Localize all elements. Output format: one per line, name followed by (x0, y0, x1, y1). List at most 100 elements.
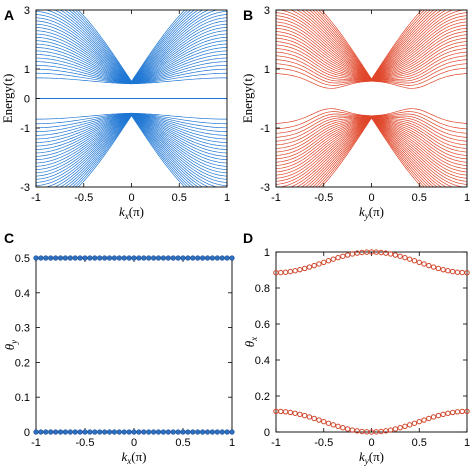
x-tick-label: 0.5 (412, 192, 427, 204)
x-tick-label: -0.5 (314, 192, 333, 204)
data-point (92, 429, 98, 435)
plot-frame (275, 251, 468, 433)
x-tick-label: 0 (368, 437, 374, 449)
data-point (195, 255, 201, 261)
panel-c: C -1 -0.5 0 0.5 1 kx(π) 0.5 0.4 0.3 0.2 0.1 0 θy (2, 230, 235, 466)
data-point (407, 256, 413, 262)
data-point (464, 270, 470, 276)
data-point (297, 411, 303, 418)
data-point (359, 428, 365, 435)
y-axis-label: θx (242, 337, 259, 347)
data-point (62, 429, 69, 435)
band-line (36, 113, 227, 140)
x-tick-label: 0.5 (175, 437, 190, 449)
data-point (445, 410, 451, 416)
data-point (440, 266, 446, 273)
data-point (209, 255, 215, 261)
y-tick-label: 0.4 (255, 355, 270, 367)
x-tick-label: 1 (229, 437, 235, 449)
data-point (33, 429, 39, 435)
band-line (276, 115, 467, 146)
data-point (151, 429, 157, 435)
panel-letter: D (243, 230, 253, 246)
data-point (440, 411, 446, 418)
band-line (276, 59, 467, 82)
data-point (430, 414, 437, 420)
band-line (36, 57, 227, 84)
data-point (449, 268, 456, 275)
data-point (82, 429, 88, 435)
data-point (392, 426, 399, 432)
y-tick-label: 0 (264, 427, 270, 439)
data-point (160, 255, 166, 261)
y-tick-label: 0.6 (255, 319, 270, 331)
data-point (204, 429, 211, 435)
data-point (106, 429, 113, 435)
data-point (316, 261, 322, 267)
data-point (155, 429, 162, 435)
data-point (38, 255, 44, 261)
data-point (136, 255, 142, 261)
plot-frame (35, 257, 233, 433)
x-tick-label: -1 (31, 437, 41, 449)
band-line (36, 113, 227, 161)
band-line (308, 117, 435, 187)
x-axis-label: ky(π) (359, 204, 384, 221)
x-tick-label: 0 (368, 192, 374, 204)
data-series (33, 255, 235, 261)
x-axis-label: ky(π) (359, 449, 384, 466)
data-point (92, 255, 98, 261)
data-point (321, 418, 327, 425)
data-point (200, 255, 206, 261)
x-tick-label: -0.5 (314, 437, 333, 449)
y-tick-label: 3 (264, 5, 270, 17)
data-point (214, 429, 220, 435)
data-point (195, 429, 201, 435)
data-point (311, 262, 317, 269)
band-line (36, 113, 227, 157)
data-point (170, 255, 176, 261)
data-point (62, 255, 69, 261)
data-point (67, 255, 73, 261)
data-point (459, 408, 465, 415)
data-point (397, 425, 403, 431)
data-series (273, 408, 470, 435)
band-lines (276, 10, 467, 187)
data-point (335, 254, 341, 261)
data-point (292, 410, 298, 416)
x-tick-label: 1 (464, 192, 470, 204)
band-lines (36, 10, 227, 187)
band-line (36, 36, 227, 84)
data-point (224, 255, 230, 261)
band-line (320, 117, 423, 187)
data-point (335, 423, 341, 430)
x-tick-label: 1 (224, 192, 230, 204)
data-point (160, 429, 166, 435)
y-tick-label: 0.1 (15, 392, 30, 404)
data-point (57, 255, 64, 261)
band-line (36, 114, 227, 177)
y-tick-label: 0.2 (255, 391, 270, 403)
band-line (276, 115, 467, 138)
data-point (155, 255, 162, 261)
data-point (116, 255, 122, 261)
data-point (330, 422, 336, 428)
band-line (53, 114, 210, 187)
data-series (33, 429, 235, 435)
band-line (36, 61, 227, 84)
y-axis-label: Energy(t) (240, 74, 255, 124)
data-point (392, 252, 399, 258)
data-point (454, 409, 461, 415)
band-line (276, 116, 467, 153)
data-point (344, 252, 351, 258)
data-point (136, 429, 142, 435)
data-point (416, 259, 422, 266)
y-tick-label: 3 (24, 5, 30, 17)
y-tick-label: 0.2 (15, 357, 30, 369)
data-point (383, 428, 389, 434)
data-point (411, 258, 418, 264)
data-point (175, 429, 181, 435)
y-tick-label: 1 (264, 247, 270, 259)
data-point (229, 429, 235, 435)
